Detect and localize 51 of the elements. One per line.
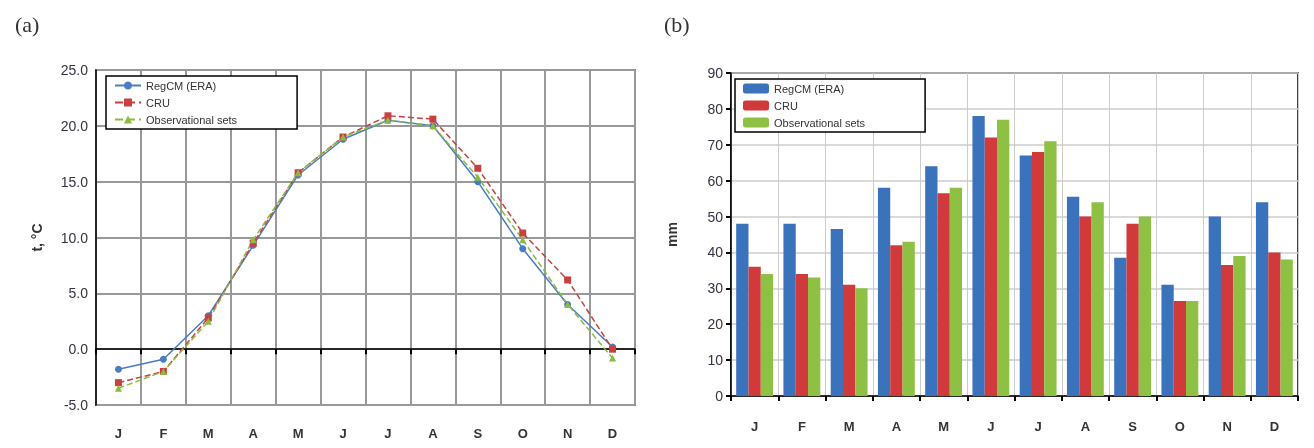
x-tick-label: A <box>428 426 439 441</box>
legend-label: Observational sets <box>774 116 866 129</box>
x-tick-label: J <box>987 419 995 434</box>
y-tick-label: 40 <box>707 244 724 261</box>
x-tick-label: S <box>1128 419 1138 434</box>
x-tick-label: S <box>473 426 483 441</box>
x-tick-label: A <box>891 419 902 434</box>
legend-label: Observational sets <box>146 113 238 126</box>
y-axis-title: mm <box>664 222 680 247</box>
y-tick-label: 5.0 <box>68 285 89 302</box>
x-tick-label: F <box>159 426 168 441</box>
y-tick-label: 60 <box>707 172 724 189</box>
x-tick-label: A <box>1080 419 1091 434</box>
y-tick-label: -5.0 <box>63 397 89 413</box>
x-tick-label: M <box>843 419 855 434</box>
x-tick-label: J <box>751 419 759 434</box>
x-tick-label: N <box>562 426 573 441</box>
x-tick-label: M <box>292 426 304 441</box>
x-tick-label: J <box>384 426 392 441</box>
x-tick-label: A <box>248 426 259 441</box>
y-tick-label: 50 <box>707 208 724 225</box>
y-axis-title: t, °C <box>29 223 45 252</box>
y-tick-label: 10 <box>707 352 724 369</box>
chart-title: (b) <box>664 11 690 37</box>
legend-label: RegCM (ERA) <box>146 79 217 92</box>
x-tick-label: J <box>114 426 123 441</box>
x-tick-label: M <box>202 426 214 441</box>
chart-title: (a) <box>15 11 40 37</box>
x-tick-label: O <box>517 426 528 441</box>
x-tick-label: J <box>339 426 347 441</box>
y-tick-label: 80 <box>707 100 724 117</box>
x-tick-label: M <box>938 419 950 434</box>
y-tick-label: 0 <box>715 388 724 404</box>
x-tick-label: D <box>607 426 618 441</box>
legend-label: CRU <box>146 96 170 109</box>
y-tick-label: 15.0 <box>60 173 89 190</box>
y-tick-label: 30 <box>707 280 724 297</box>
y-tick-label: 70 <box>707 136 724 153</box>
y-tick-label: 90 <box>707 65 724 81</box>
x-tick-label: F <box>797 419 806 434</box>
x-tick-label: N <box>1222 419 1232 434</box>
y-tick-label: 25.0 <box>60 62 89 78</box>
legend-label: RegCM (ERA) <box>774 82 845 95</box>
y-tick-label: 0.0 <box>68 341 89 358</box>
legend-label: CRU <box>774 99 798 112</box>
y-tick-label: 20 <box>707 316 724 333</box>
y-tick-label: 10.0 <box>60 229 89 246</box>
x-tick-label: O <box>1174 419 1185 434</box>
x-tick-label: D <box>1269 419 1280 434</box>
y-tick-label: 20.0 <box>60 117 89 134</box>
x-tick-label: J <box>1034 419 1042 434</box>
